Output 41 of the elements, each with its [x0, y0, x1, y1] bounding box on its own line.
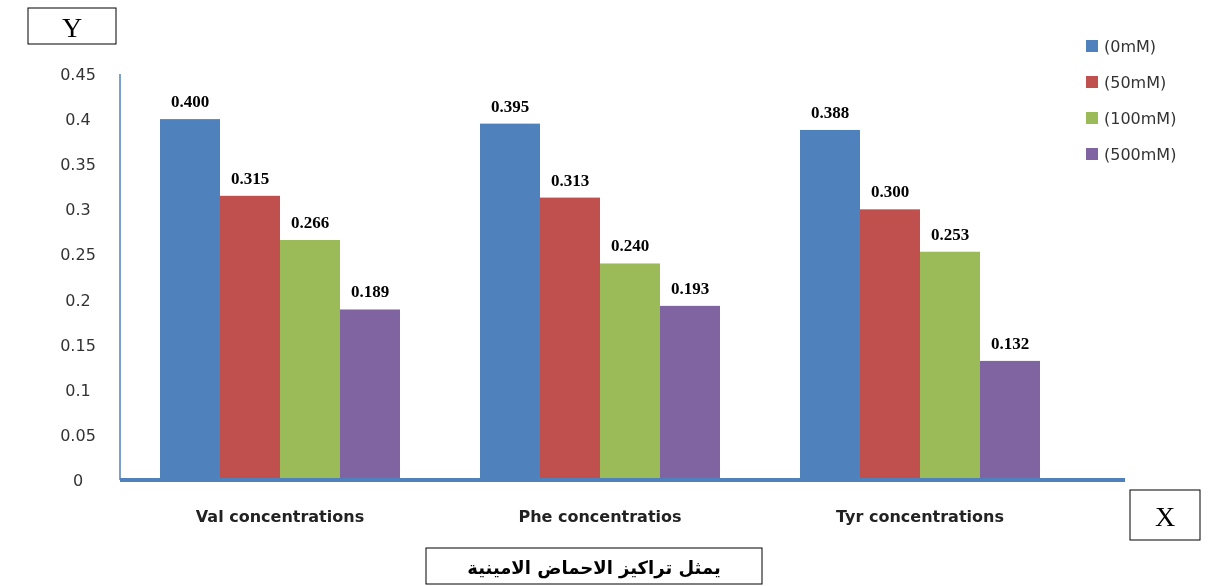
data-label: 0.266 — [290, 213, 330, 233]
data-label: 0.313 — [550, 170, 590, 190]
bar — [220, 195, 280, 480]
data-label: 0.132 — [990, 333, 1030, 353]
text: يمثل تراكيز الاحماض الامينية — [467, 557, 721, 579]
x-tick-label: Tyr concentrations — [836, 507, 1004, 526]
data-label: 0.315 — [230, 168, 270, 188]
legend-label: (50mM) — [1104, 73, 1167, 92]
y-tick-label: 0.3 — [65, 200, 91, 220]
bar — [540, 197, 600, 480]
bar — [600, 263, 660, 480]
y-tick-label: 0.2 — [65, 290, 91, 310]
y-tick-label: 0.4 — [65, 110, 91, 130]
bar — [860, 209, 920, 480]
data-label: 0.395 — [490, 96, 530, 116]
bar — [340, 309, 400, 480]
y-tick-label: 0.45 — [60, 65, 96, 84]
y-tick-label: 0.25 — [60, 245, 96, 265]
data-label: 0.253 — [930, 224, 970, 244]
y-tick-label: 0.05 — [60, 425, 96, 445]
bar — [920, 251, 980, 480]
x-axis-title: X — [1154, 501, 1176, 532]
legend-label: (0mM) — [1104, 37, 1157, 56]
x-tick-label: Phe concentratios — [518, 507, 682, 526]
bar — [280, 240, 340, 480]
data-label: 0.240 — [610, 236, 650, 256]
bar — [660, 305, 720, 480]
data-label: 0.400 — [170, 92, 210, 112]
y-tick-label: 0.15 — [60, 335, 96, 355]
y-tick-label: 0.1 — [65, 380, 91, 400]
x-tick-label: Val concentrations — [195, 507, 365, 526]
bar — [980, 360, 1040, 480]
data-label: 0.300 — [870, 182, 910, 202]
y-tick-label: 0 — [72, 471, 84, 490]
y-tick-label: 0.35 — [60, 155, 96, 175]
legend-label: (100mM) — [1104, 109, 1177, 128]
data-label: 0.388 — [810, 102, 850, 122]
y-axis-title: Y — [61, 12, 83, 43]
legend-label: (500mM) — [1104, 145, 1177, 164]
data-label: 0.189 — [350, 282, 390, 302]
data-label: 0.193 — [670, 278, 710, 298]
